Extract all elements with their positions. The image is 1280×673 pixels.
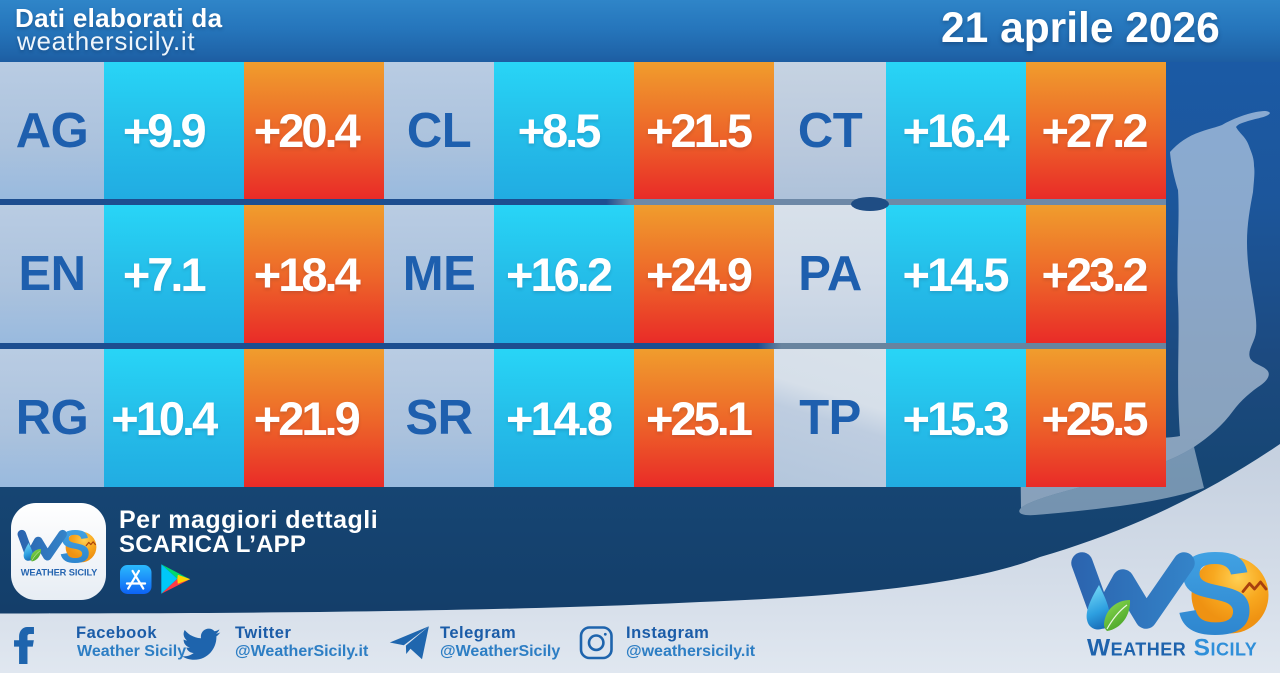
svg-text:WEATHER SICILY: WEATHER SICILY [1087,635,1257,662]
svg-text:WEATHER SICILY: WEATHER SICILY [21,568,98,578]
